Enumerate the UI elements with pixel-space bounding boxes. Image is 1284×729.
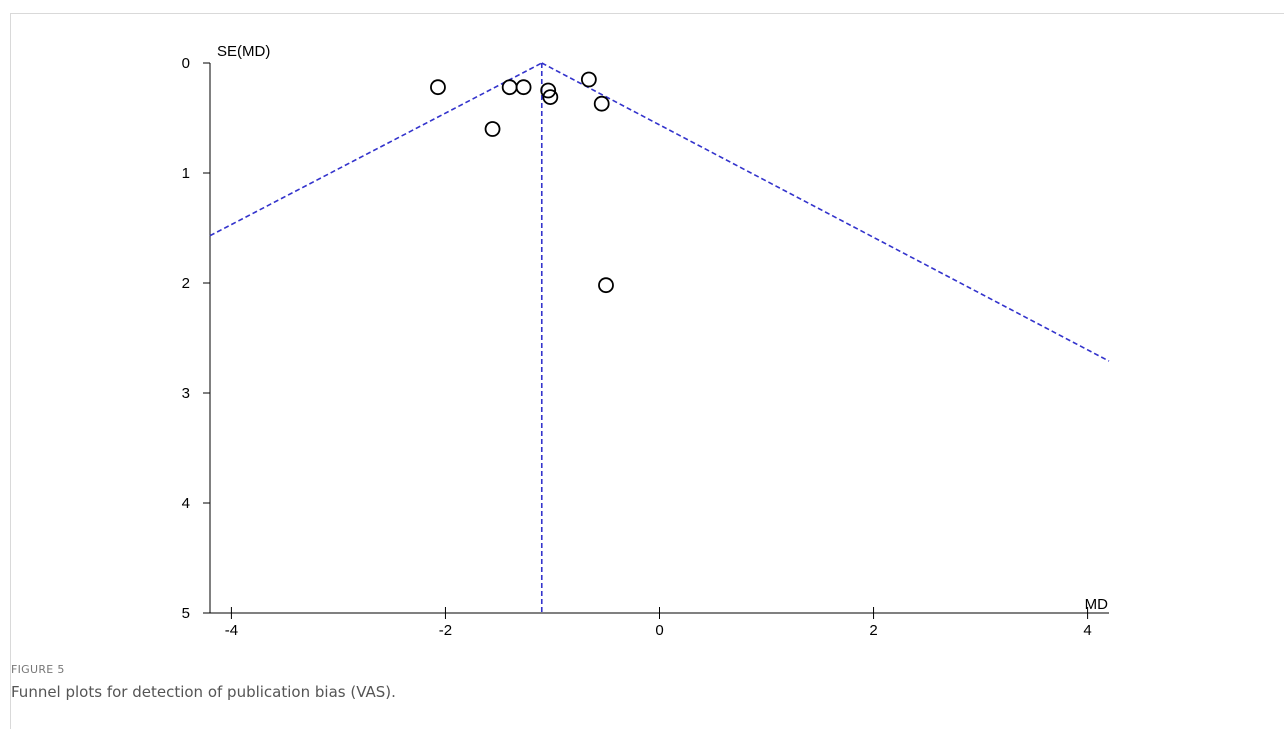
y-tick-label: 3 [182, 385, 190, 402]
y-tick-label: 1 [182, 165, 190, 182]
x-axis-title: MD [1085, 596, 1108, 613]
figure-caption: Funnel plots for detection of publicatio… [11, 683, 396, 701]
study-point [515, 79, 532, 96]
x-tick-label: -2 [439, 622, 452, 639]
y-tick-label: 0 [182, 55, 190, 72]
study-point [593, 95, 610, 112]
funnel-plot: 0 1 2 3 4 5 -4 -2 0 2 4 SE(MD) MD [182, 43, 1110, 639]
x-tick-label: 4 [1083, 622, 1091, 639]
study-point [540, 82, 557, 99]
y-axis-title: SE(MD) [217, 43, 270, 60]
study-point [501, 79, 518, 96]
figure-label: FIGURE 5 [11, 663, 65, 676]
funnel-boundary-line [209, 62, 543, 237]
x-tick-label: -4 [225, 622, 238, 639]
y-tick-label: 5 [182, 605, 190, 622]
study-point [430, 79, 446, 96]
x-tick-label: 0 [655, 622, 663, 639]
y-tick-label: 4 [182, 495, 190, 512]
x-tick-label: 2 [869, 622, 877, 639]
study-point [484, 121, 501, 137]
figure-frame-left [10, 13, 11, 729]
study-point [598, 277, 614, 294]
figure-frame-top [10, 13, 1284, 14]
funnel-boundary-line [541, 62, 1110, 362]
study-point [542, 89, 559, 105]
y-tick-label: 2 [182, 275, 190, 292]
study-point [580, 71, 597, 88]
